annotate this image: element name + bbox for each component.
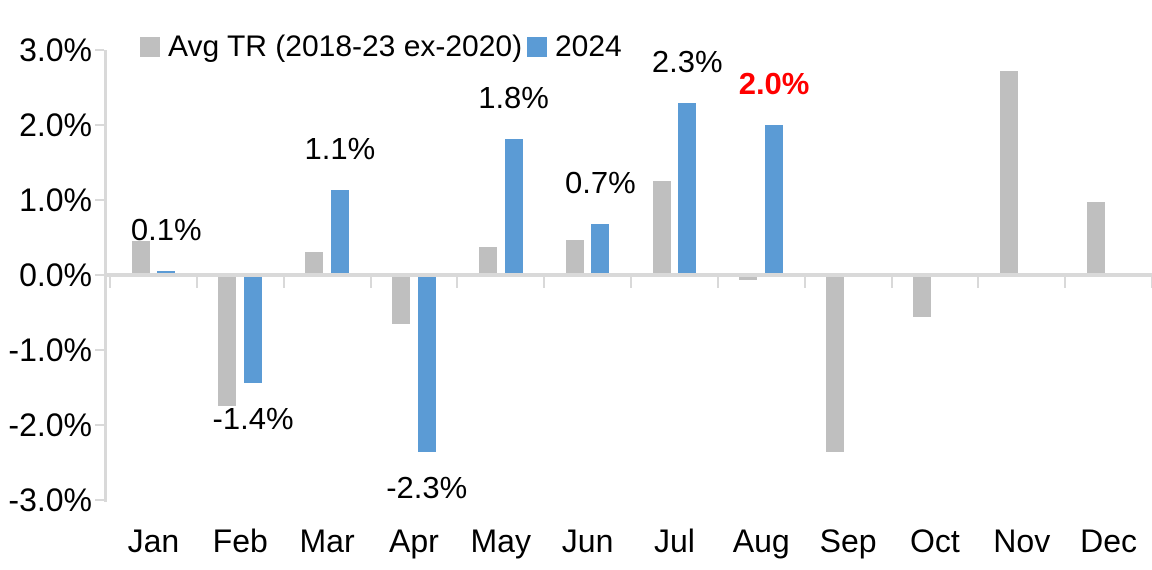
x-axis-tick [630,277,632,288]
y-axis-tick [95,274,104,276]
legend-label-2024: 2024 [555,30,622,63]
y-axis-tick-label: 1.0% [19,182,92,218]
x-axis-label-jun: Jun [561,523,614,559]
x-axis-tick [803,277,806,288]
x-axis-label-aug: Aug [732,523,790,559]
x-axis-tick [977,277,980,288]
x-axis-tick [282,277,285,288]
y-axis-tick [95,349,104,351]
x-axis-tick [195,277,198,288]
x-axis-label-jul: Jul [653,523,695,559]
legend-item-avg-tr: Avg TR (2018-23 ex-2020) [140,28,522,66]
x-axis-label-jan: Jan [127,523,180,559]
data-label-2024-mar: 1.1% [304,131,376,167]
bar-avg-sep [826,275,845,452]
y-axis-tick-label: -1.0% [8,332,92,368]
x-axis-label-apr: Apr [389,523,439,559]
x-axis-tick [890,277,893,288]
x-axis-tick [456,277,459,288]
bar-2024-jun [591,224,610,275]
y-axis-tick [95,499,104,501]
legend-swatch-2024 [527,37,547,57]
bar-avg-oct [913,275,932,317]
y-axis-tick-label: -3.0% [8,482,92,518]
x-axis-label-mar: Mar [299,523,355,559]
y-axis-tick-label: 0.0% [19,257,92,293]
bar-avg-apr [392,275,411,324]
bar-2024-mar [330,190,349,275]
x-axis-tick [543,277,546,288]
bar-avg-dec [1086,202,1105,275]
bar-avg-aug [739,275,758,281]
x-axis-line [104,273,1152,277]
x-axis-label-dec: Dec [1080,523,1138,559]
bar-avg-may [478,246,497,275]
data-label-2024-may: 1.8% [478,80,549,116]
x-axis-label-nov: Nov [993,523,1051,559]
bar-avg-mar [305,251,324,275]
legend-swatch-avg-tr [140,37,160,57]
legend-label-avg-tr: Avg TR (2018-23 ex-2020) [168,30,523,63]
data-label-2024-apr: -2.3% [386,470,468,505]
bar-avg-jun [565,239,584,275]
data-label-2024-feb: -1.4% [212,401,294,436]
y-axis-tick [95,49,104,51]
x-axis-tick [369,277,372,288]
x-axis-tick [109,277,111,288]
bar-2024-aug [765,125,784,275]
x-axis-label-oct: Oct [910,523,960,559]
x-axis-tick [716,277,719,288]
bar-2024-jul [678,102,697,275]
bar-2024-apr [417,275,436,452]
x-axis-label-may: May [470,523,531,559]
y-axis-tick-label: 3.0% [19,32,92,68]
bar-avg-jul [652,180,671,275]
y-axis-tick [95,199,104,201]
x-axis-label-sep: Sep [819,523,877,559]
legend-item-2024: 2024 [527,28,622,66]
bar-avg-jan [131,241,150,275]
bar-2024-may [504,139,523,275]
y-axis-tick-label: -2.0% [8,407,92,443]
data-label-2024-jan: 0.1% [130,212,202,248]
bar-avg-nov [999,71,1018,275]
x-axis-label-feb: Feb [212,523,268,559]
bar-avg-feb [218,275,237,406]
x-axis-tick [1064,277,1067,288]
data-label-2024-jul: 2.3% [651,43,723,79]
y-axis-tick-label: 2.0% [19,107,92,143]
bar-2024-feb [244,275,263,383]
y-axis-tick [95,424,104,426]
data-label-2024-jun: 0.7% [565,165,636,200]
data-label-2024-aug: 2.0% [738,66,810,101]
y-axis-tick [95,124,104,126]
